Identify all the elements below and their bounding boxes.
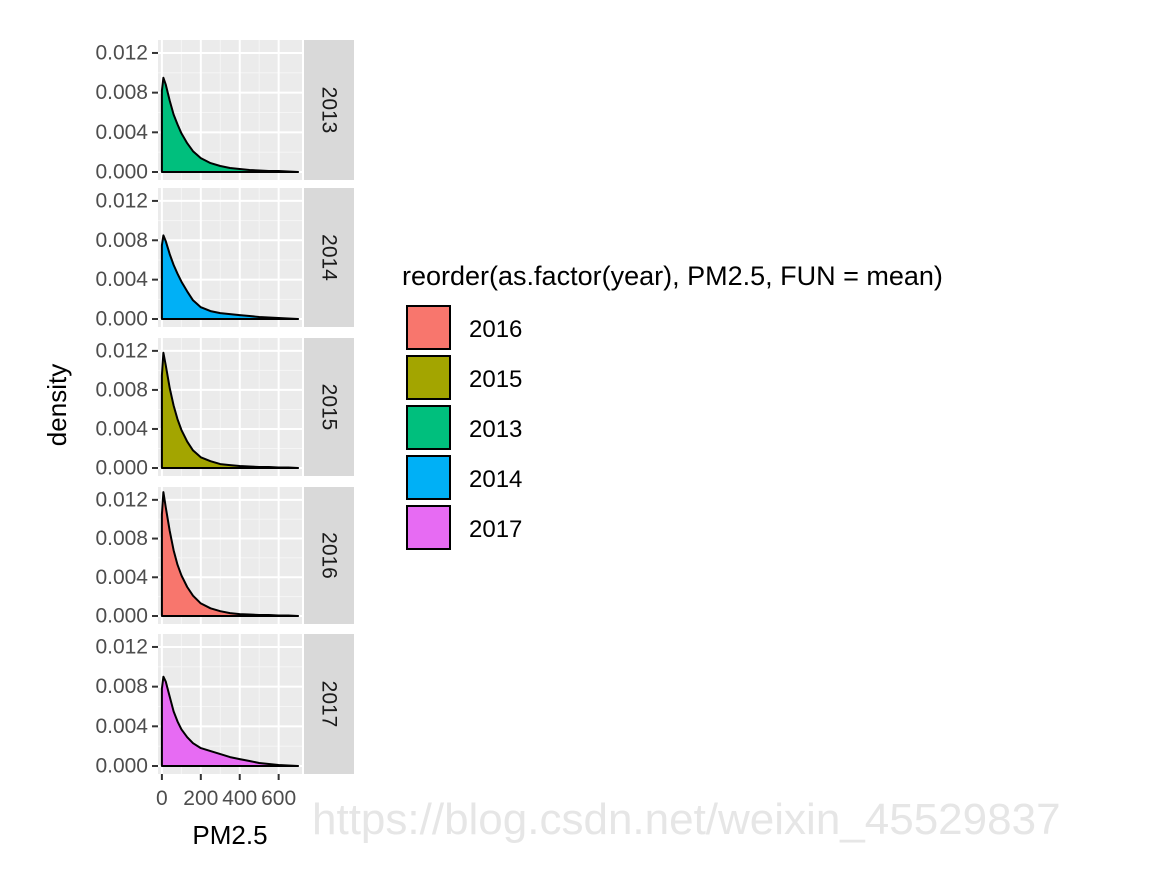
facet-strip-label: 2013 <box>318 87 341 134</box>
legend-title: reorder(as.factor(year), PM2.5, FUN = me… <box>402 261 943 291</box>
legend: reorder(as.factor(year), PM2.5, FUN = me… <box>402 261 943 550</box>
facet-panel-2016: 2016 <box>158 487 354 624</box>
facet-strip <box>304 188 354 327</box>
legend-label: 2017 <box>469 516 522 543</box>
y-tick-label: 0.008 <box>95 81 148 104</box>
x-axis-title: PM2.5 <box>192 820 267 850</box>
facet-strip <box>304 634 354 774</box>
y-tick-label: 0.012 <box>95 488 148 511</box>
legend-label: 2014 <box>469 466 522 493</box>
density-area-2017 <box>160 675 300 767</box>
y-tick-label: 0.008 <box>95 378 148 401</box>
legend-key-swatch <box>406 455 451 500</box>
facet-strip <box>304 487 354 624</box>
y-tick-label: 0.012 <box>95 635 148 658</box>
y-tick-label: 0.000 <box>95 308 148 331</box>
legend-item-2014: 2014 <box>406 455 522 500</box>
facet-strip-label: 2014 <box>318 234 341 281</box>
facet-strip-label: 2017 <box>318 681 341 728</box>
legend-item-2015: 2015 <box>406 355 522 400</box>
legend-key-swatch <box>406 505 451 550</box>
y-tick-label: 0.004 <box>95 566 148 589</box>
y-tick-label: 0.000 <box>95 755 148 778</box>
y-tick-label: 0.004 <box>95 121 148 144</box>
axes: 0.000 0.004 0.008 0.012 0.000 0.004 0.008 0.012… <box>95 41 296 810</box>
facet-strip <box>304 40 354 180</box>
legend-item-2013: 2013 <box>406 405 522 450</box>
legend-key-swatch <box>406 355 451 400</box>
y-tick-label: 0.008 <box>95 675 148 698</box>
facet-strip <box>304 338 354 476</box>
facet-panel-2014: 2014 <box>158 188 354 327</box>
y-axis-title: density <box>42 364 72 446</box>
y-tick-label: 0.012 <box>95 41 148 64</box>
density-area-2014 <box>160 234 300 320</box>
x-tick-label: 200 <box>183 787 218 810</box>
y-tick-label: 0.000 <box>95 457 148 480</box>
facet-panel-2015: 2015 <box>158 338 354 476</box>
facet-panels: 2013 2014 2015 2016 2017 <box>158 40 354 774</box>
y-tick-label: 0.008 <box>95 527 148 550</box>
y-tick-label: 0.000 <box>95 161 148 184</box>
legend-key-swatch <box>406 305 451 350</box>
legend-label: 2016 <box>469 316 522 343</box>
facet-panel-2013: 2013 <box>158 40 354 180</box>
y-tick-label: 0.000 <box>95 605 148 628</box>
legend-key-swatch <box>406 405 451 450</box>
facet-strip-label: 2016 <box>318 532 341 579</box>
y-tick-label: 0.004 <box>95 268 148 291</box>
legend-item-2017: 2017 <box>406 505 522 550</box>
legend-label: 2013 <box>469 416 522 443</box>
y-tick-label: 0.012 <box>95 189 148 212</box>
density-area-2015 <box>160 351 300 469</box>
watermark-text: https://blog.csdn.net/weixin_45529837 <box>312 795 1061 844</box>
facet-panel-2017: 2017 <box>158 634 354 774</box>
y-tick-label: 0.004 <box>95 715 148 738</box>
y-tick-label: 0.008 <box>95 229 148 252</box>
y-tick-label: 0.004 <box>95 417 148 440</box>
x-tick-label: 0 <box>156 787 168 810</box>
x-tick-label: 400 <box>222 787 257 810</box>
density-area-2013 <box>160 76 300 173</box>
legend-item-2016: 2016 <box>406 305 522 350</box>
density-area-2016 <box>160 491 300 617</box>
y-tick-label: 0.012 <box>95 339 148 362</box>
x-tick-label: 600 <box>261 787 296 810</box>
legend-label: 2015 <box>469 366 522 393</box>
facet-strip-label: 2015 <box>318 384 341 431</box>
